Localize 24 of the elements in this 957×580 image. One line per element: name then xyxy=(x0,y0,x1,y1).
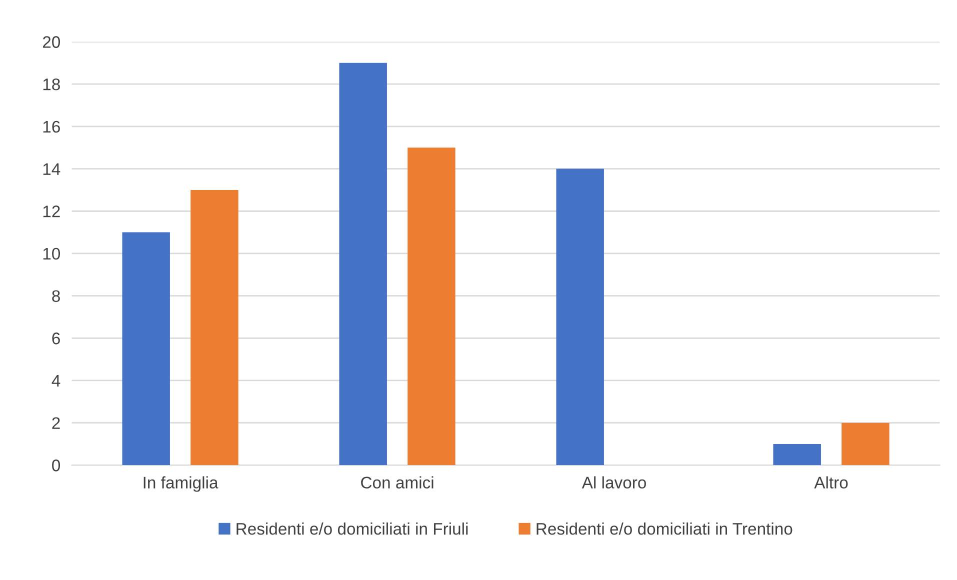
bar xyxy=(408,148,456,466)
x-tick-label: In famiglia xyxy=(144,476,218,492)
bar xyxy=(190,190,238,466)
y-tick-label: 12 xyxy=(43,206,60,218)
y-tick-label: 18 xyxy=(43,78,60,90)
y-tick-label: 4 xyxy=(52,375,60,387)
y-tick-label: 2 xyxy=(52,417,60,429)
x-tick-label: Con amici xyxy=(361,476,434,489)
bar xyxy=(339,62,387,466)
x-tick-label: Al lavoro xyxy=(582,476,646,489)
legend-label: Residenti e/o domiciliati in Trentino xyxy=(536,522,792,535)
x-tick-label: Altro xyxy=(814,476,848,489)
y-tick-label: 16 xyxy=(43,120,60,133)
y-tick-label: 20 xyxy=(42,36,60,48)
y-tick-label: 6 xyxy=(52,332,60,344)
y-tick-label: 14 xyxy=(43,163,60,175)
y-tick-label: 10 xyxy=(43,248,60,260)
bar xyxy=(842,422,890,466)
legend-label: Residenti e/o domiciliati in Friuli xyxy=(236,522,468,535)
y-tick-label: 8 xyxy=(52,290,60,302)
y-tick-label: 0 xyxy=(52,460,60,472)
bar xyxy=(556,168,604,466)
bar xyxy=(122,232,170,466)
bar xyxy=(773,444,821,466)
